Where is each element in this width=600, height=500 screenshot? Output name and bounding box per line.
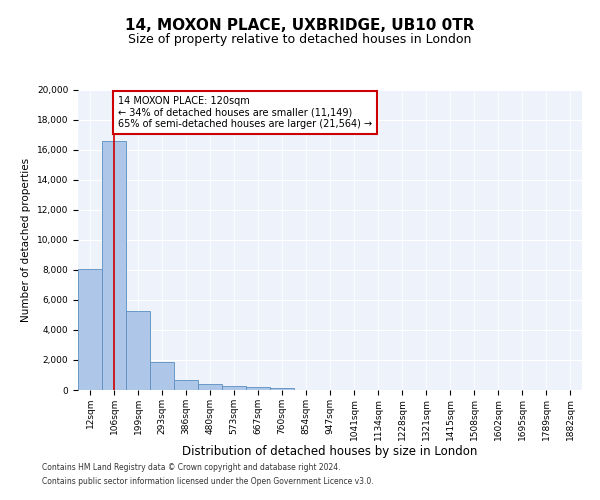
Text: 14 MOXON PLACE: 120sqm
← 34% of detached houses are smaller (11,149)
65% of semi: 14 MOXON PLACE: 120sqm ← 34% of detached…	[118, 96, 372, 129]
Text: Contains public sector information licensed under the Open Government Licence v3: Contains public sector information licen…	[42, 478, 374, 486]
X-axis label: Distribution of detached houses by size in London: Distribution of detached houses by size …	[182, 446, 478, 458]
Bar	[270, 388, 294, 390]
Bar	[150, 362, 174, 390]
Text: 14, MOXON PLACE, UXBRIDGE, UB10 0TR: 14, MOXON PLACE, UXBRIDGE, UB10 0TR	[125, 18, 475, 32]
Bar	[246, 387, 270, 390]
Bar	[198, 384, 222, 390]
Bar	[174, 380, 198, 390]
Bar	[222, 386, 246, 390]
Bar	[102, 141, 126, 390]
Bar	[78, 268, 102, 390]
Text: Contains HM Land Registry data © Crown copyright and database right 2024.: Contains HM Land Registry data © Crown c…	[42, 464, 341, 472]
Bar	[126, 310, 150, 390]
Text: Size of property relative to detached houses in London: Size of property relative to detached ho…	[128, 32, 472, 46]
Y-axis label: Number of detached properties: Number of detached properties	[21, 158, 31, 322]
